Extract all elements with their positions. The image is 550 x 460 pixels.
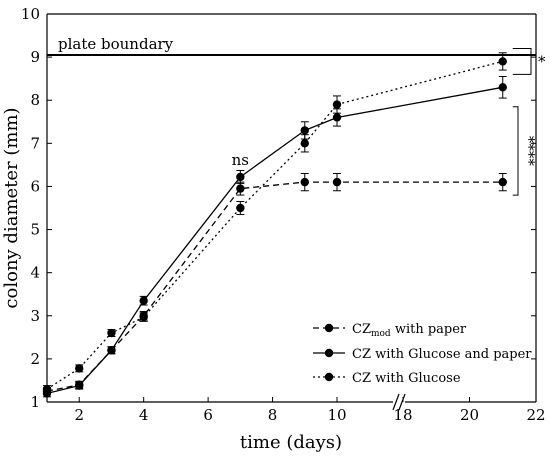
significance-ns: ns [232, 151, 249, 169]
x-tick-label: 18 [393, 406, 412, 424]
data-point [42, 384, 52, 394]
data-point [498, 57, 507, 66]
legend-name-sub: mod [371, 329, 391, 339]
x-tick-label: 20 [460, 406, 479, 424]
significance-4star-label: **** [520, 136, 538, 167]
x-tick-label: 8 [268, 406, 278, 424]
plate-boundary-label: plate boundary [58, 35, 174, 53]
legend-entry-0: CZmod with paper [352, 322, 467, 339]
x-tick-label: 22 [526, 406, 545, 424]
axis-ticks: 1 2 3 4 5 6 7 8 9 10 2 4 6 8 10 18 20 22 [21, 5, 546, 424]
y-tick-label: 9 [30, 48, 40, 66]
plate-boundary-group: plate boundary [47, 35, 536, 56]
data-point [498, 83, 507, 92]
significance-star-bracket [512, 47, 532, 75]
legend-marker-0 [324, 323, 334, 333]
axis-break-mark [398, 393, 406, 411]
data-point [107, 346, 116, 355]
y-tick-label: 8 [30, 91, 40, 109]
legend: CZmod with paper CZ with Glucose and pape… [313, 322, 532, 386]
y-tick-label: 5 [30, 221, 40, 239]
x-tick-label: 2 [74, 406, 84, 424]
y-tick-label: 1 [30, 393, 40, 411]
series-line-1 [46, 86, 503, 395]
axis-break-mark [392, 393, 400, 411]
data-point [300, 126, 309, 135]
significance-star-label: * [538, 52, 546, 70]
legend-marker-2 [324, 372, 334, 382]
x-tick-label: 10 [327, 406, 346, 424]
x-tick-label: 4 [139, 406, 149, 424]
annotations-group: ns***** [232, 47, 546, 196]
data-point [236, 203, 245, 213]
legend-entry-1: CZ with Glucose and paper [352, 347, 532, 362]
legend-name-main: CZ [352, 322, 371, 337]
plot-frame [46, 13, 537, 411]
legend-marker-1 [324, 348, 334, 358]
y-tick-label: 2 [30, 350, 40, 368]
significance-4star-bracket [512, 106, 519, 196]
data-point [75, 364, 84, 373]
y-tick-label: 3 [30, 307, 40, 325]
data-point [107, 328, 116, 338]
y-tick-label: 10 [21, 5, 40, 23]
y-tick-label: 6 [30, 177, 40, 195]
y-axis-title: colony diameter (mm) [1, 107, 22, 308]
y-tick-label: 4 [30, 264, 40, 282]
data-point [139, 312, 148, 322]
data-point [332, 100, 342, 109]
data-point [498, 177, 507, 187]
data-point [332, 177, 342, 187]
series-line-2 [46, 60, 503, 390]
x-tick-label: 6 [203, 406, 213, 424]
y-tick-label: 7 [30, 134, 40, 152]
data-point [300, 139, 309, 148]
data-point [332, 113, 342, 122]
x-axis-title: time (days) [240, 432, 342, 453]
series-group [42, 52, 507, 398]
data-point [236, 172, 245, 182]
data-point [236, 184, 245, 193]
legend-name-rest: with paper [391, 322, 467, 337]
data-point [75, 381, 84, 390]
data-point [300, 177, 309, 187]
data-point [139, 296, 148, 305]
legend-entry-2: CZ with Glucose [352, 371, 461, 386]
